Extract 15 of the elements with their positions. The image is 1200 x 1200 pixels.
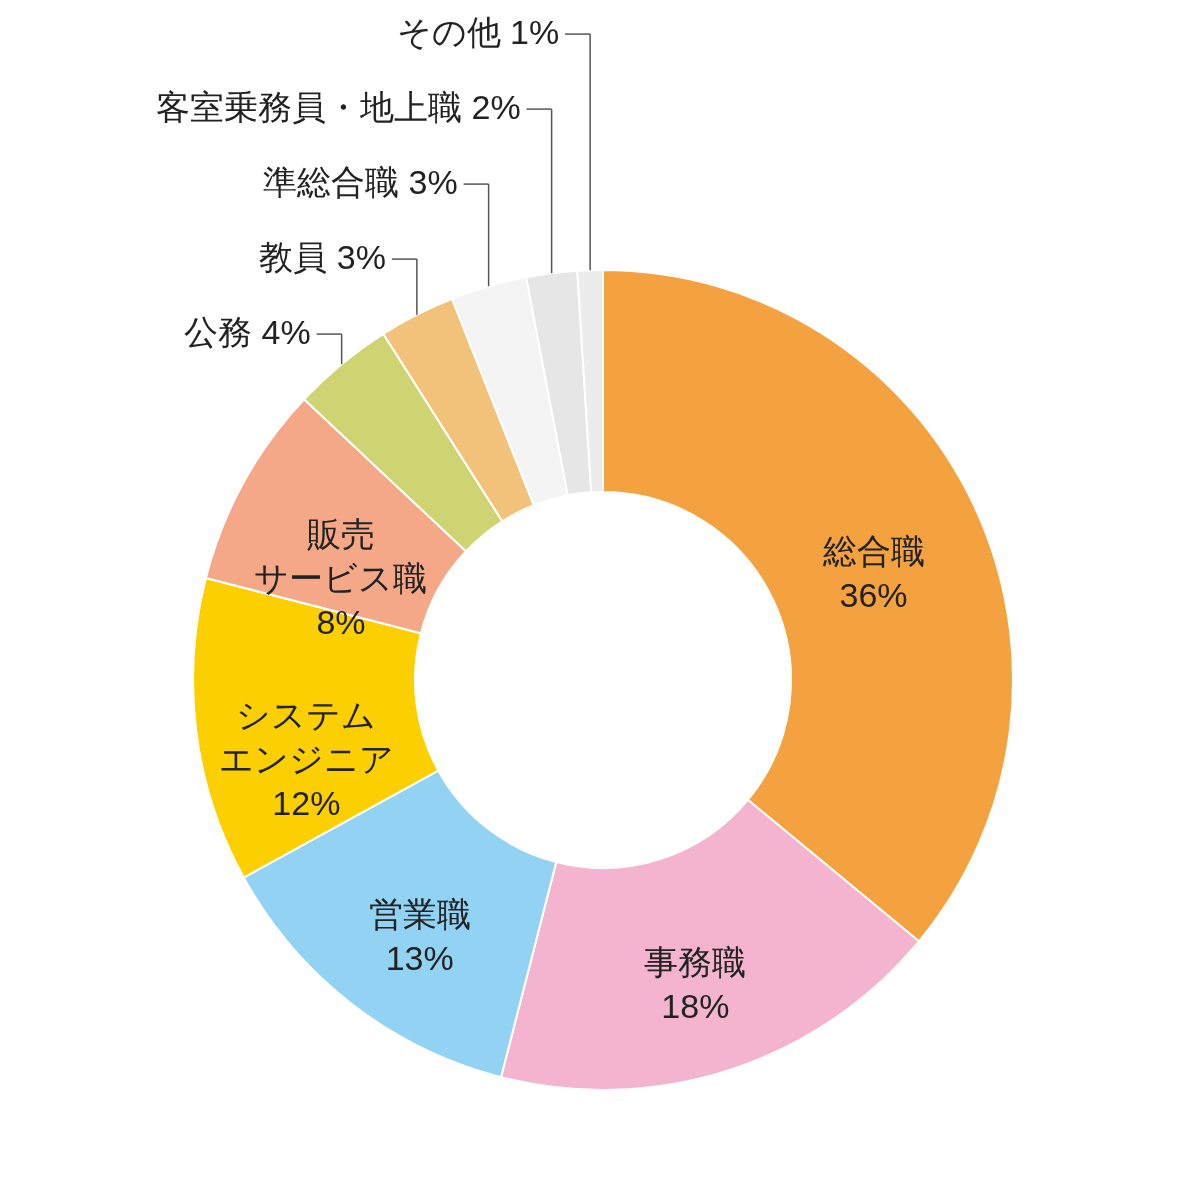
data-label: 8% — [316, 602, 366, 641]
slice-label: 総合職 — [821, 531, 925, 570]
slice-label: その他 1% — [396, 13, 560, 52]
data-label: 13% — [385, 939, 454, 978]
slice-label: 準総合職 3% — [263, 163, 458, 202]
slice-label: 事務職 — [644, 943, 747, 982]
slice-label: 教員 3% — [259, 238, 386, 277]
slice-label: 公務 4% — [184, 313, 311, 352]
data-label: 36% — [839, 575, 908, 614]
slice-label: 客室乗務員・地上職 2% — [156, 88, 521, 127]
data-label: 18% — [661, 987, 730, 1026]
slice-label: システムエンジニア — [218, 696, 394, 779]
data-label: 12% — [272, 784, 341, 823]
slice-label: 営業職 — [368, 895, 471, 934]
slice-label: 販売サービス職 — [254, 514, 428, 597]
